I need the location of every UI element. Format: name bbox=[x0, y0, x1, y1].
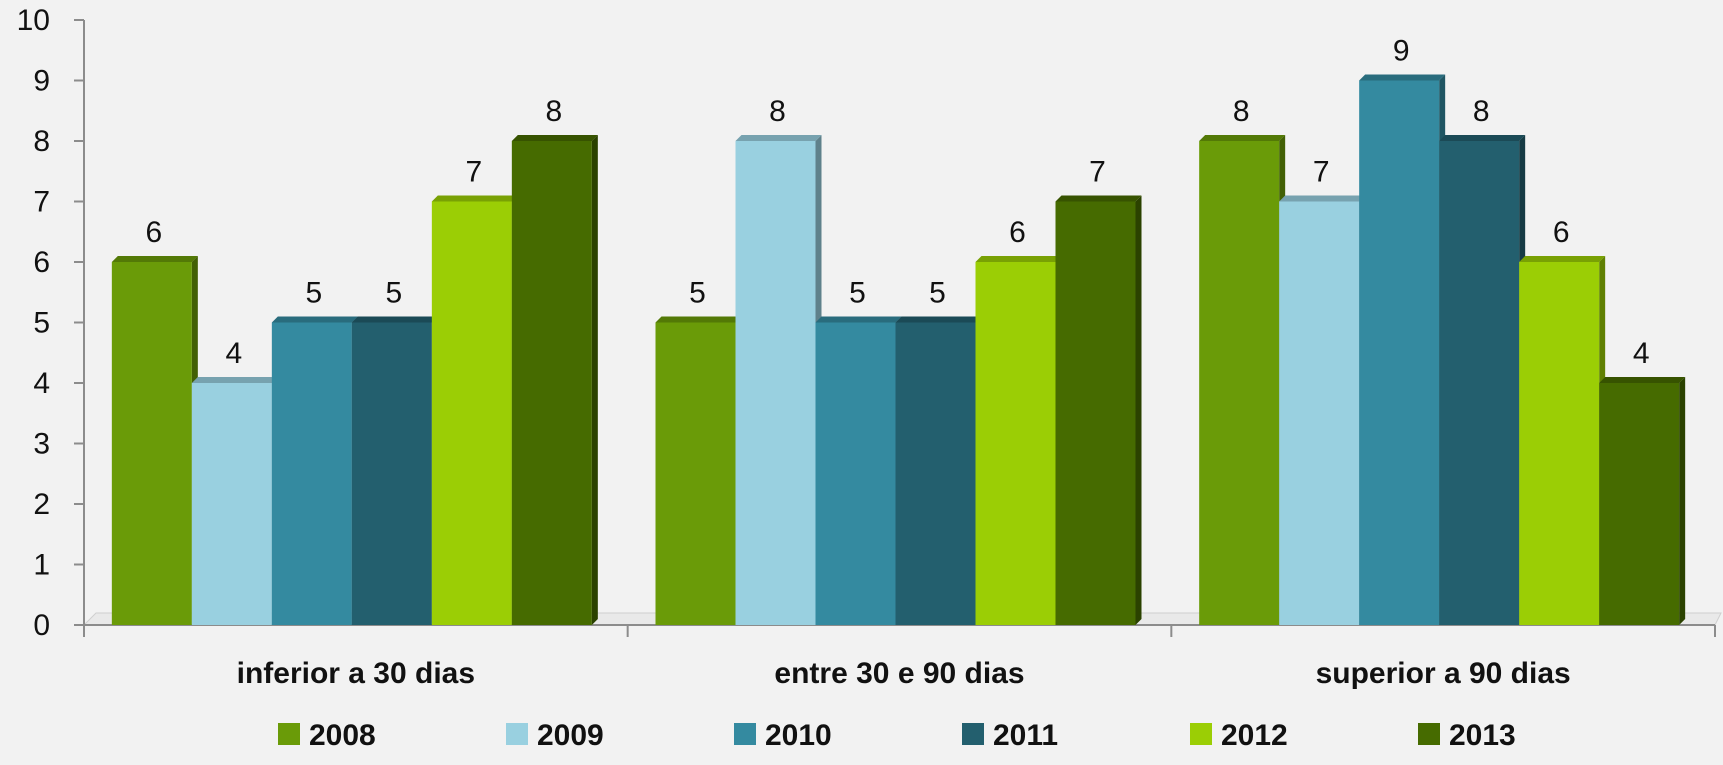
x-category-label: superior a 90 dias bbox=[1316, 657, 1571, 690]
bar-2009 bbox=[191, 383, 272, 625]
legend-label: 2012 bbox=[1221, 719, 1288, 752]
data-label: 6 bbox=[1553, 216, 1570, 249]
bar-top-2008 bbox=[111, 256, 198, 262]
bar-2013 bbox=[1599, 383, 1680, 625]
data-label: 5 bbox=[849, 277, 866, 310]
data-label: 8 bbox=[1233, 95, 1250, 128]
bar-top-2009 bbox=[1279, 195, 1366, 202]
bar-2012 bbox=[431, 201, 512, 625]
legend-swatch-2009 bbox=[506, 723, 528, 745]
y-tick-label: 6 bbox=[33, 246, 50, 279]
y-tick-label: 5 bbox=[33, 307, 50, 340]
y-tick-label: 1 bbox=[33, 549, 50, 582]
data-label: 7 bbox=[465, 156, 482, 189]
data-label: 6 bbox=[1009, 216, 1026, 249]
bar-top-2010 bbox=[815, 316, 902, 323]
data-label: 8 bbox=[769, 95, 786, 128]
bar-side-2013 bbox=[1679, 377, 1686, 625]
y-tick-label: 10 bbox=[17, 4, 50, 37]
bar-top-2011 bbox=[351, 316, 438, 323]
y-tick-label: 8 bbox=[33, 125, 50, 158]
bar-2011 bbox=[1439, 141, 1520, 625]
bar-2011 bbox=[351, 322, 432, 625]
bar-2012 bbox=[1519, 262, 1600, 625]
x-category-label: inferior a 30 dias bbox=[237, 657, 475, 690]
data-label: 6 bbox=[145, 216, 162, 249]
bar-top-2010 bbox=[1359, 74, 1446, 81]
y-tick-label: 0 bbox=[33, 609, 50, 642]
legend-label: 2011 bbox=[993, 719, 1058, 752]
legend-swatch-2010 bbox=[734, 723, 756, 745]
bar-top-2013 bbox=[511, 135, 598, 141]
bar-2008 bbox=[111, 262, 192, 625]
legend-label: 2009 bbox=[537, 719, 604, 752]
legend-swatch-2013 bbox=[1418, 723, 1440, 745]
data-label: 8 bbox=[545, 95, 562, 128]
bar-side-2013 bbox=[1135, 195, 1142, 625]
data-label: 5 bbox=[305, 277, 322, 310]
bar-top-2011 bbox=[1439, 135, 1526, 141]
data-label: 7 bbox=[1089, 156, 1106, 189]
bar-top-2008 bbox=[655, 316, 742, 323]
y-tick-label: 3 bbox=[33, 428, 50, 461]
y-tick-label: 7 bbox=[33, 186, 50, 219]
bar-2008 bbox=[1199, 141, 1280, 625]
bar-2008 bbox=[655, 322, 736, 625]
bar-2011 bbox=[895, 322, 976, 625]
x-category-label: entre 30 e 90 dias bbox=[774, 657, 1024, 690]
legend-label: 2008 bbox=[309, 719, 376, 752]
bar-2009 bbox=[1279, 201, 1360, 625]
y-tick-label: 2 bbox=[33, 488, 50, 521]
data-label: 9 bbox=[1393, 35, 1410, 68]
data-label: 7 bbox=[1313, 156, 1330, 189]
bar-top-2009 bbox=[191, 377, 278, 383]
y-tick-label: 9 bbox=[33, 65, 50, 98]
bar-2010 bbox=[1359, 80, 1440, 625]
legend-swatch-2012 bbox=[1190, 723, 1212, 745]
data-label: 4 bbox=[1633, 337, 1650, 370]
data-label: 5 bbox=[689, 277, 706, 310]
bar-top-2010 bbox=[271, 316, 358, 323]
bar-top-2012 bbox=[975, 256, 1062, 262]
bar-top-2012 bbox=[1519, 256, 1606, 262]
legend-swatch-2008 bbox=[278, 723, 300, 745]
bar-top-2008 bbox=[1199, 135, 1286, 141]
data-label: 8 bbox=[1473, 95, 1490, 128]
bar-side-2013 bbox=[591, 135, 598, 625]
bar-top-2011 bbox=[895, 316, 982, 323]
legend-label: 2010 bbox=[765, 719, 832, 752]
data-label: 5 bbox=[385, 277, 402, 310]
bar-2010 bbox=[271, 322, 352, 625]
data-label: 4 bbox=[225, 337, 242, 370]
bar-2012 bbox=[975, 262, 1056, 625]
data-label: 5 bbox=[929, 277, 946, 310]
bar-2013 bbox=[511, 141, 592, 625]
bar-top-2013 bbox=[1055, 195, 1142, 202]
y-tick-label: 4 bbox=[33, 367, 50, 400]
legend-swatch-2011 bbox=[962, 723, 984, 745]
bar-top-2012 bbox=[431, 195, 518, 202]
bar-2009 bbox=[735, 141, 816, 625]
bar-2010 bbox=[815, 322, 896, 625]
legend-label: 2013 bbox=[1449, 719, 1516, 752]
bar-2013 bbox=[1055, 201, 1136, 625]
bar-top-2013 bbox=[1599, 377, 1686, 383]
bar-top-2009 bbox=[735, 135, 822, 141]
